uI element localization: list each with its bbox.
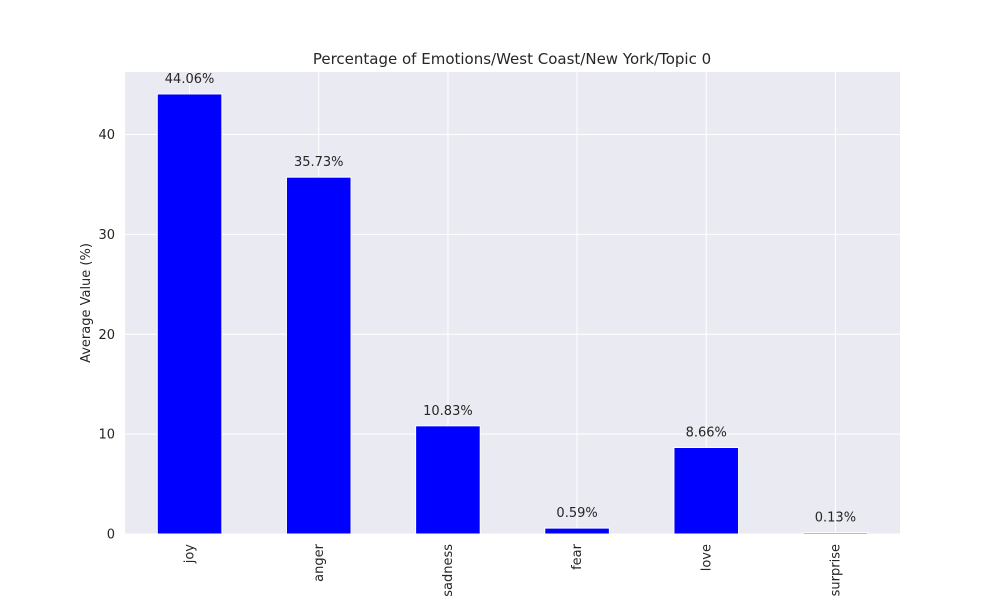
data-label-sadness: 10.83% <box>423 404 473 419</box>
bar-love <box>673 447 740 535</box>
y-tick-label: 30 <box>98 228 115 243</box>
bar-fear <box>544 527 610 535</box>
x-tick-label: fear <box>570 543 585 570</box>
bar-surprise <box>802 532 869 535</box>
x-tick-label: surprise <box>828 544 843 596</box>
bar-anger <box>285 176 352 535</box>
data-label-anger: 35.73% <box>294 155 344 170</box>
data-labels: 44.06% 35.73% 10.83% 0.59% 8.66% 0.13% <box>165 72 856 526</box>
x-tick-label: love <box>699 544 714 571</box>
y-tick-label: 40 <box>98 128 115 143</box>
y-tick-labels: 0 10 20 30 40 <box>98 128 115 542</box>
y-axis-label: Average Value (%) <box>79 243 94 363</box>
plot-area <box>125 72 900 534</box>
bars <box>156 93 869 535</box>
chart-title: Percentage of Emotions/West Coast/New Yo… <box>313 50 711 68</box>
data-label-love: 8.66% <box>686 426 727 441</box>
data-label-joy: 44.06% <box>165 72 215 87</box>
y-tick-label: 10 <box>98 428 115 443</box>
y-tick-label: 0 <box>107 528 115 543</box>
x-tick-label: sadness <box>441 544 456 597</box>
x-tick-labels: joy anger sadness fear love surprise <box>183 543 844 596</box>
bar-joy <box>156 93 223 535</box>
bar-sadness <box>415 425 481 535</box>
y-tick-label: 20 <box>98 328 115 343</box>
data-label-surprise: 0.13% <box>815 511 856 526</box>
x-tick-label: anger <box>312 543 327 581</box>
x-tick-label: joy <box>183 544 198 565</box>
data-label-fear: 0.59% <box>556 506 597 521</box>
